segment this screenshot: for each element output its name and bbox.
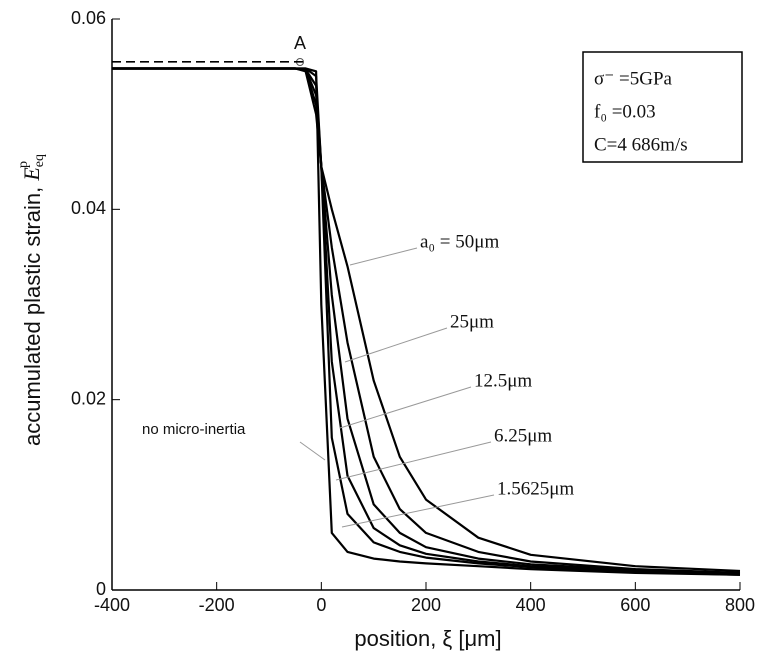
y-tick-label: 0.02 xyxy=(71,388,106,408)
series-label: no micro-inertia xyxy=(142,421,246,438)
y-axis-label: accumulated plastic strain, Eeqp xyxy=(16,154,47,446)
parameter-text: C=4 686m/s xyxy=(594,134,688,155)
parameter-text: σ⁻ =5GPa xyxy=(594,68,673,89)
leader-line xyxy=(341,494,495,528)
x-tick-label: -200 xyxy=(199,595,235,615)
leader-line xyxy=(349,247,418,266)
x-tick-label: 400 xyxy=(516,595,546,615)
series-label: 25μm xyxy=(450,311,494,332)
y-axis-superscript: p xyxy=(16,161,31,168)
y-tick-label: 0 xyxy=(96,579,106,599)
x-tick-label: 600 xyxy=(620,595,650,615)
leader-line xyxy=(335,441,492,481)
series-label: 6.25μm xyxy=(494,425,552,446)
y-tick-label: 0.04 xyxy=(71,198,106,218)
y-axis-label-text: accumulated plastic strain, xyxy=(20,181,45,446)
x-tick-label: 200 xyxy=(411,595,441,615)
point-label: A xyxy=(294,33,306,53)
y-axis-symbol: E xyxy=(19,167,44,182)
x-axis-label: position, ξ [μm] xyxy=(354,626,501,651)
x-tick-label: 0 xyxy=(316,595,326,615)
series-label: a₀ = 50μm xyxy=(420,231,499,252)
x-tick-label: 800 xyxy=(725,595,755,615)
x-tick-label: -400 xyxy=(94,595,130,615)
y-axis-subscript: eq xyxy=(32,154,47,167)
line xyxy=(112,67,741,576)
leader-line xyxy=(339,386,472,429)
parameter-text: f₀ =0.03 xyxy=(594,101,656,122)
series-label: 12.5μm xyxy=(474,370,532,391)
parameter-box xyxy=(582,51,743,163)
leader-line xyxy=(344,327,448,363)
y-tick-label: 0.06 xyxy=(71,8,106,28)
line xyxy=(112,67,741,575)
leader-line xyxy=(299,441,326,461)
series-label: 1.5625μm xyxy=(497,478,574,499)
